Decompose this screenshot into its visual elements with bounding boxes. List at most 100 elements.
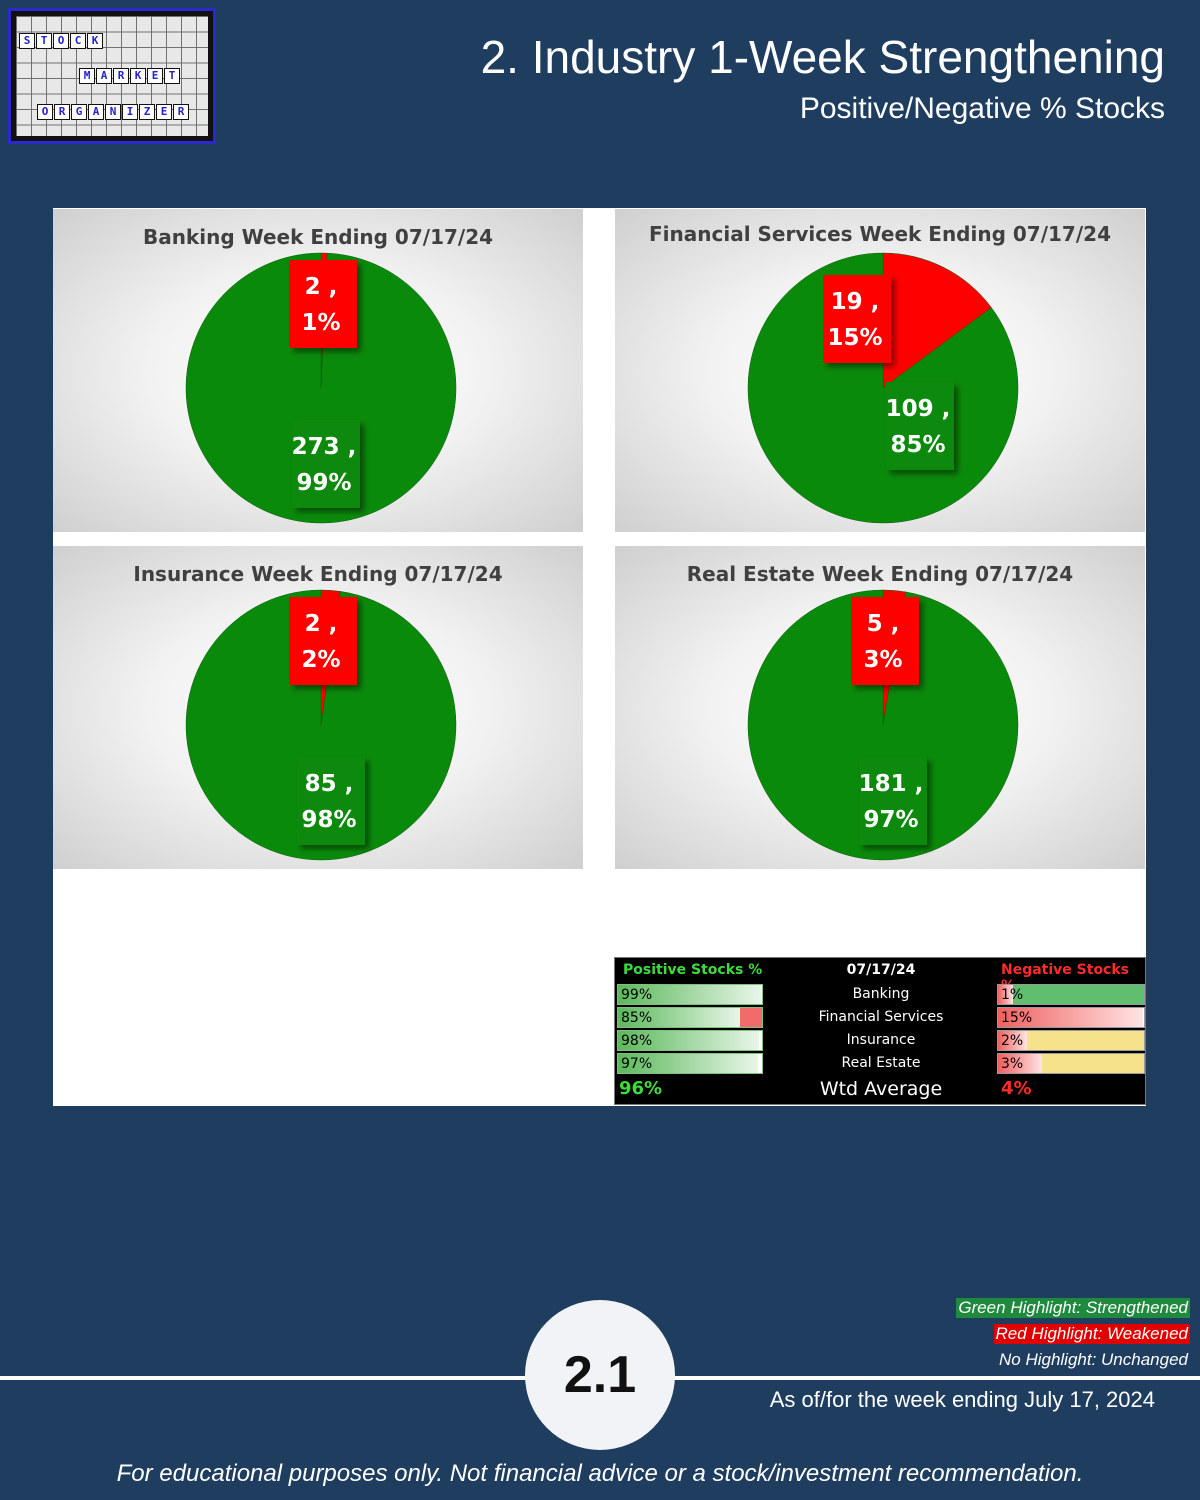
pie-slice	[747, 589, 1019, 861]
legend-none: No Highlight: Unchanged	[998, 1350, 1188, 1369]
data-label-percent: 97%	[863, 807, 918, 833]
page-number-badge: 2.1	[525, 1300, 675, 1450]
negative-value: 2%	[1001, 1033, 1024, 1049]
data-label-percent: 2%	[301, 647, 340, 673]
data-label-box	[851, 597, 919, 685]
industry-name: Real Estate	[841, 1055, 921, 1071]
industry-name: Financial Services	[818, 1009, 944, 1025]
logo-letter: G	[71, 104, 87, 120]
data-label-count: 2 ,	[305, 611, 338, 637]
data-label-box	[886, 382, 954, 470]
logo-letter: K	[87, 33, 103, 49]
logo-letter: T	[36, 33, 52, 49]
logo-letter: E	[156, 104, 172, 120]
legend-red: Red Highlight: Weakened	[993, 1324, 1190, 1344]
avg-positive: 96%	[619, 1078, 663, 1099]
logo-letter: A	[88, 104, 104, 120]
chart-title: Insurance Week Ending 07/17/24	[133, 562, 503, 586]
pie-chart-svg: 2 , 1% 273 , 99%	[185, 252, 457, 524]
as-of-date: As of/for the week ending July 17, 2024	[769, 1387, 1155, 1412]
positive-cell: 97%	[617, 1053, 763, 1074]
data-label-box	[292, 420, 360, 508]
logo-letter: M	[79, 68, 95, 84]
data-label-percent: 15%	[827, 325, 882, 351]
positive-cell: 98%	[617, 1030, 763, 1051]
pie-chart-svg: 2 , 2% 85 , 98%	[185, 589, 457, 861]
logo-letter: C	[70, 33, 86, 49]
logo-letter: K	[130, 68, 146, 84]
data-label-box	[823, 275, 891, 363]
table-row: 85% Financial Services 15%	[615, 1006, 1145, 1029]
pie-chart-svg: 19 , 15% 109 , 85%	[747, 252, 1019, 524]
table-row: 97% Real Estate 3%	[615, 1052, 1145, 1075]
logo-letter: R	[113, 68, 129, 84]
header-positive: Positive Stocks %	[623, 962, 763, 978]
positive-cell: 85%	[617, 1007, 763, 1028]
negative-value: 1%	[1001, 987, 1024, 1003]
logo-letter: N	[105, 104, 121, 120]
logo-letter: E	[147, 68, 163, 84]
data-label-percent: 98%	[301, 807, 356, 833]
data-label-count: 5 ,	[867, 611, 900, 637]
logo-letter: I	[122, 104, 138, 120]
logo-letter: S	[19, 33, 35, 49]
positive-cell: 99%	[617, 984, 763, 1005]
positive-value: 85%	[621, 1010, 653, 1026]
data-label-count: 2 ,	[305, 274, 338, 300]
pie-slice	[882, 252, 992, 389]
logo-letter: A	[96, 68, 112, 84]
data-label-percent: 3%	[863, 647, 902, 673]
data-label-count: 85 ,	[305, 771, 354, 797]
data-label-percent: 99%	[296, 470, 351, 496]
summary-table: Positive Stocks % 07/17/24 Negative Stoc…	[614, 957, 1146, 1105]
industry-name: Banking	[852, 986, 910, 1002]
data-label-box	[289, 260, 357, 348]
pie-slice	[185, 589, 457, 861]
pie-slice	[185, 252, 457, 524]
logo-letter: T	[164, 68, 180, 84]
legend-green: Green Highlight: Strengthened	[956, 1298, 1190, 1318]
negative-cell: 15%	[997, 1007, 1145, 1028]
pie-chart-banking: 2 , 1% 273 , 99% Banking Week Ending 07/17/…	[53, 209, 583, 532]
data-label-count: 19 ,	[831, 289, 880, 315]
negative-cell: 3%	[997, 1053, 1145, 1074]
data-label-count: 273 ,	[292, 434, 357, 460]
page-title: 2. Industry 1-Week Strengthening	[480, 31, 1165, 83]
pie-chart-insurance: 2 , 2% 85 , 98% Insurance Week Ending 07/17…	[53, 546, 583, 869]
negative-cell: 2%	[997, 1030, 1145, 1051]
chart-title: Real Estate Week Ending 07/17/24	[686, 562, 1074, 586]
header-date: 07/17/24	[846, 962, 916, 978]
pie-chart-svg: 5 , 3% 181 , 97%	[747, 589, 1019, 861]
data-label-count: 181 ,	[859, 771, 924, 797]
table-average-row: 96% Wtd Average 4%	[615, 1076, 1145, 1104]
negative-value: 3%	[1001, 1056, 1024, 1072]
data-label-percent: 85%	[890, 432, 945, 458]
page-subtitle: Positive/Negative % Stocks	[799, 92, 1165, 125]
negative-cell: 1%	[997, 984, 1145, 1005]
chart-title: Banking Week Ending 07/17/24	[142, 225, 494, 249]
data-label-percent: 1%	[301, 310, 340, 336]
data-label-box	[297, 757, 365, 845]
avg-label: Wtd Average	[819, 1078, 943, 1100]
logo-letter: R	[173, 104, 189, 120]
data-label-box	[289, 597, 357, 685]
positive-value: 99%	[621, 987, 653, 1003]
logo-letter: O	[53, 33, 69, 49]
chart-title: Financial Services Week Ending 07/17/24	[649, 222, 1111, 246]
pie-chart-real-estate: 5 , 3% 181 , 97% Real Estate Week Ending 07…	[615, 546, 1145, 869]
pie-chart-financial-services: 19 , 15% 109 , 85% Financial Services Week …	[615, 209, 1145, 532]
positive-value: 98%	[621, 1033, 653, 1049]
negative-value: 15%	[1001, 1010, 1033, 1026]
table-header-row: Positive Stocks % 07/17/24 Negative Stoc…	[615, 958, 1145, 994]
disclaimer: For educational purposes only. Not finan…	[116, 1460, 1084, 1487]
data-label-box	[859, 757, 927, 845]
table-row: 99% Banking 1%	[615, 983, 1145, 1006]
data-label-count: 109 ,	[886, 396, 951, 422]
avg-negative: 4%	[1001, 1078, 1032, 1099]
industry-name: Insurance	[846, 1032, 916, 1048]
